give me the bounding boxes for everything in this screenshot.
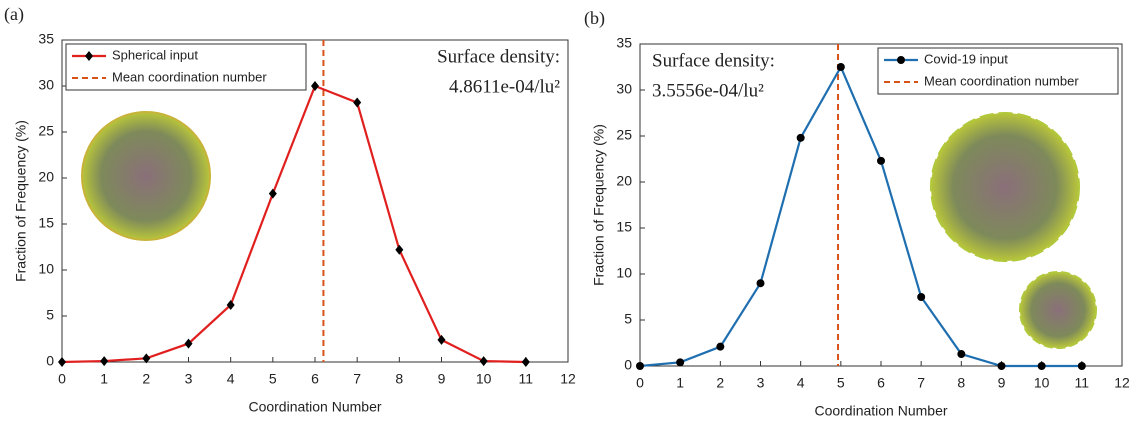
x-tick-label: 3 (757, 375, 765, 391)
series-line (639, 64, 1082, 368)
annotation: 3.5556e-04/lu² (652, 80, 764, 101)
data-point (479, 356, 488, 367)
y-tick-label: 0 (624, 357, 632, 373)
x-tick-label: 9 (998, 375, 1006, 391)
sphere-image (81, 111, 211, 241)
x-tick-label: 4 (227, 371, 235, 387)
x-tick-label: 8 (957, 375, 965, 391)
y-tick-label: 20 (616, 173, 632, 189)
data-point (521, 357, 530, 367)
legend-label: Mean coordination number (112, 69, 267, 84)
x-tick-label: 9 (438, 371, 446, 387)
data-point (226, 299, 235, 310)
x-tick-label: 0 (636, 375, 644, 391)
x-tick-label: 4 (797, 375, 805, 391)
y-tick-label: 10 (38, 261, 54, 277)
annotation: Surface density: (652, 50, 775, 71)
x-tick-label: 5 (269, 371, 277, 387)
data-point (142, 353, 151, 364)
x-tick-label: 6 (311, 371, 319, 387)
x-axis-label: Coordination Number (248, 399, 381, 415)
x-tick-label: 12 (560, 371, 576, 387)
data-point (716, 342, 725, 351)
virus-image (930, 112, 1080, 262)
data-point (184, 338, 193, 349)
data-point (268, 188, 277, 199)
data-point (836, 63, 845, 71)
data-point (997, 362, 1006, 370)
legend-marker (85, 51, 93, 61)
y-tick-label: 35 (38, 31, 54, 47)
x-tick-label: 6 (877, 375, 885, 391)
y-tick-label: 5 (46, 307, 54, 323)
data-point (100, 356, 109, 367)
x-tick-label: 1 (676, 375, 684, 391)
legend-label: Mean coordination number (924, 73, 1079, 88)
data-point (957, 350, 966, 359)
y-tick-label: 10 (616, 265, 632, 281)
x-tick-label: 12 (1114, 375, 1130, 391)
series-line (61, 84, 526, 364)
y-axis-label: Fraction of Frequency (%) (591, 124, 607, 286)
x-tick-label: 11 (1075, 375, 1090, 391)
y-tick-label: 25 (616, 127, 632, 143)
legend-label: Spherical input (112, 47, 198, 62)
data-point (1037, 362, 1046, 370)
legend-box (65, 43, 307, 91)
x-tick-label: 10 (1034, 375, 1050, 391)
y-tick-label: 25 (38, 123, 54, 139)
data-point (311, 81, 319, 91)
y-tick-label: 5 (624, 311, 632, 327)
x-tick-label: 3 (185, 371, 193, 387)
x-tick-label: 2 (142, 371, 150, 387)
x-tick-label: 1 (100, 371, 108, 387)
data-point (917, 293, 926, 301)
y-axis-label: Fraction of Frequency (%) (13, 120, 29, 282)
panel-label: (a) (4, 4, 24, 25)
y-tick-label: 30 (38, 77, 54, 93)
x-tick-label: 7 (353, 371, 361, 387)
data-point (1077, 362, 1086, 370)
y-tick-label: 15 (38, 215, 54, 231)
legend-marker (897, 56, 905, 64)
data-point (796, 133, 805, 142)
data-point (395, 244, 404, 255)
data-point (353, 97, 362, 108)
y-tick-label: 15 (616, 219, 632, 235)
y-tick-label: 35 (616, 35, 632, 51)
y-tick-label: 20 (38, 169, 54, 185)
x-tick-label: 8 (395, 371, 403, 387)
annotation: 4.8611e-04/lu² (449, 76, 560, 97)
data-point (437, 334, 446, 345)
panel-label: (b) (584, 8, 605, 29)
x-axis-label: Coordination Number (814, 403, 947, 419)
y-tick-label: 0 (46, 353, 54, 369)
data-point (636, 362, 644, 370)
x-tick-label: 10 (476, 371, 492, 387)
x-tick-label: 7 (917, 375, 925, 391)
legend-label: Covid-19 input (924, 51, 1008, 66)
x-tick-label: 2 (716, 375, 724, 391)
data-point (676, 358, 685, 367)
x-tick-label: 5 (837, 375, 845, 391)
x-tick-label: 11 (519, 371, 534, 387)
virus-image-small (1019, 271, 1097, 349)
x-tick-label: 0 (58, 371, 66, 387)
y-tick-label: 30 (616, 81, 632, 97)
legend-box (877, 47, 1119, 95)
data-point (877, 156, 885, 165)
data-point (58, 357, 66, 367)
annotation: Surface density: (437, 46, 560, 67)
data-point (756, 279, 765, 288)
